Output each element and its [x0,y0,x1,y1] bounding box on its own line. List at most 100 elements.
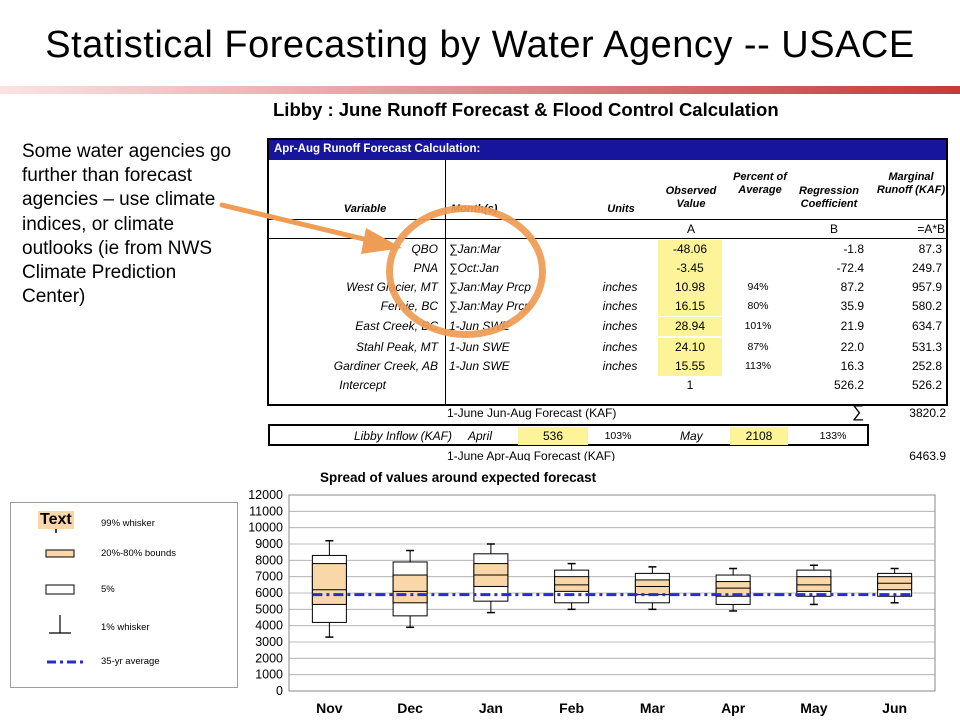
forecast-table: Apr-Aug Runoff Forecast Calculation: Var… [267,138,948,406]
table-divider [269,238,946,239]
y-tick-label: 0 [276,684,283,698]
apr-aug-label: 1-June Apr-Aug Forecast (KAF) [447,449,616,461]
y-tick-label: 11000 [249,504,283,518]
col-letter-a: A [686,222,695,236]
cell-observed: 24.10 [658,338,722,357]
slide-title: Statistical Forecasting by Water Agency … [45,24,915,66]
cell-observed: -48.06 [658,240,722,259]
cell-observed: 16.15 [658,297,722,316]
cell-coefficient: -72.4 [836,261,864,275]
col-letter-b: B [829,222,838,236]
box-20-80-bounds [634,579,670,596]
inflow-april-label: April [468,429,493,443]
col-header-observed: Observed Value [665,185,717,210]
cell-observed: 10.98 [658,278,722,297]
cell-marginal: 531.3 [911,340,942,354]
y-tick-label: 9000 [255,537,283,551]
apr-aug-value: 6463.9 [909,449,946,463]
col-header-percent: Percent of Average [733,171,787,196]
cell-units: inches [602,340,638,354]
cell-units: inches [602,359,638,373]
legend-item-label: 5% [101,584,115,595]
col-header-marginal: Marginal Runoff (KAF) [876,171,946,196]
x-tick-label: Jun [882,700,907,716]
cell-months: 1-Jun SWE [449,359,510,373]
legend-item-label: 99% whisker [101,518,155,529]
cell-marginal: 252.8 [911,359,942,373]
sigma-symbol: ∑ [852,402,865,421]
cell-percent: 101% [744,320,772,332]
inflow-may-value: 2108 [730,427,788,445]
y-tick-label: 3000 [255,635,283,649]
y-tick-label: 8000 [255,553,283,567]
cell-coefficient: 87.2 [840,280,864,294]
cell-marginal: 249.7 [911,261,942,275]
x-tick-label: Feb [559,700,584,716]
cell-percent: 80% [747,300,769,312]
y-tick-label: 4000 [255,619,283,633]
cell-variable: Gardiner Creek, AB [333,359,438,373]
cell-months: 1-Jun SWE [449,340,510,354]
y-tick-label: 12000 [248,488,283,502]
box-20-80-bounds [311,563,347,605]
legend-sample-text: Text [38,511,74,529]
cell-coefficient: 21.9 [840,319,864,333]
y-tick-label: 10000 [248,521,283,535]
cell-observed: 1 [686,378,694,392]
plot-area [288,494,936,692]
cell-observed: 15.55 [658,357,722,376]
jun-aug-label: 1-June Jun-Aug Forecast (KAF) [447,406,617,420]
legend-item-label: 35-yr average [101,656,160,667]
col-header-coefficient: Regression Coefficient [799,185,859,210]
col-header-variable: Variable [343,203,387,215]
y-tick-label: 6000 [255,586,283,600]
cell-coefficient: 16.3 [840,359,864,373]
callout-text: Some water agencies go further than fore… [22,141,232,308]
cell-percent: 113% [744,360,772,372]
legend-item-label: 20%-80% bounds [101,548,176,559]
cell-observed: 28.94 [658,317,722,336]
cell-marginal: 580.2 [911,299,942,313]
figure-title: Libby : June Runoff Forecast & Flood Con… [273,99,779,120]
x-tick-label: Apr [721,700,746,716]
cell-coefficient: 22.0 [840,340,864,354]
cell-percent: 94% [747,281,769,293]
chart-legend: Text 99% whisker 20%-80% bounds 5% 1% wh… [10,502,238,688]
jun-aug-value: 3820.2 [909,406,946,420]
inflow-may-pct: 133% [819,430,847,442]
inflow-april-pct: 103% [604,430,632,442]
y-tick-label: 7000 [255,570,283,584]
col-header-units: Units [607,203,635,215]
legend-symbols [45,529,85,664]
cell-variable: Stahl Peak, MT [355,340,438,354]
y-tick-label: 5000 [255,602,283,616]
cell-percent: 87% [747,341,769,353]
chart-title: Spread of values around expected forecas… [320,470,597,485]
box-20-80-bounds [392,574,428,604]
box-20-80-bounds [715,581,751,597]
cell-coefficient: 35.9 [840,299,864,313]
cell-marginal: 87.3 [918,242,942,256]
cell-coefficient: 526.2 [833,378,864,392]
title-rule [0,86,960,94]
x-tick-label: Nov [316,700,343,716]
y-tick-label: 1000 [255,668,283,682]
cell-observed: -3.45 [658,259,722,278]
inflow-may-label: May [680,429,703,443]
box-20-80-bounds [554,576,590,592]
highlight-circle [386,205,546,338]
y-tick-label: 2000 [255,651,283,665]
box-20-80-bounds [796,576,832,592]
cell-variable: Intercept [339,378,386,392]
inflow-label: Libby Inflow (KAF) [353,429,452,443]
cell-units: inches [602,319,638,333]
x-tick-label: Jan [479,700,503,716]
inflow-april-value: 536 [518,427,588,445]
x-tick-label: Dec [397,700,423,716]
x-tick-label: Mar [640,700,665,716]
legend-item-label: 1% whisker [101,622,150,633]
cell-marginal: 957.9 [911,280,942,294]
col-letter-product: =A*B [917,222,945,236]
cell-units: inches [602,299,638,313]
